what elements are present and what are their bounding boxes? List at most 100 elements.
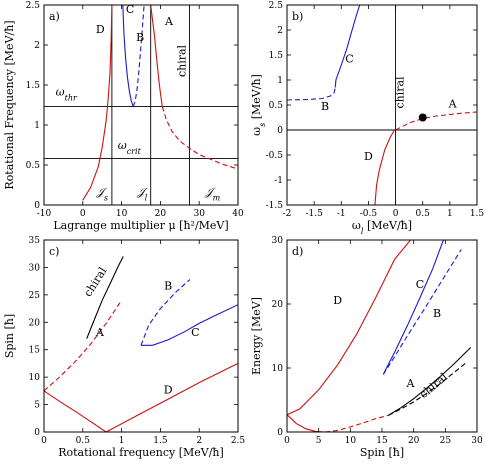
y-tick-label: 30 (29, 263, 41, 273)
curve-annotation: B (321, 100, 329, 113)
panel-label: d) (292, 245, 303, 258)
series-line-d (82, 5, 113, 201)
y-tick-label: 1 (277, 76, 283, 86)
x-tick-label: 2.5 (231, 436, 246, 446)
series-line-c (334, 5, 361, 88)
x-tick-label: -0.5 (360, 209, 378, 219)
x-tick-label: 10 (345, 436, 357, 446)
x-axis-label: ωl [MeV/ħ] (352, 219, 412, 236)
panel-label: b) (292, 10, 303, 23)
hline-label: ωthr (56, 85, 78, 102)
y-tick-label: 1.5 (26, 81, 41, 91)
curve-annotation: chiral (176, 44, 189, 77)
y-tick-label: 35 (29, 236, 41, 246)
x-tick-label: 0.5 (76, 436, 91, 446)
x-tick-label: 25 (440, 436, 452, 446)
y-tick-label: 15 (29, 346, 41, 356)
series-group (44, 256, 238, 432)
series-group (287, 240, 472, 432)
y-tick-label: 10 (272, 364, 284, 374)
y-tick-label: 0.5 (26, 161, 41, 171)
vline-label: 𝒥m (204, 185, 221, 202)
y-tick-label: -0.5 (266, 151, 284, 161)
x-tick-label: 0 (80, 209, 86, 219)
y-tick-label: 0 (277, 428, 283, 438)
y-tick-label: 0 (34, 201, 40, 211)
y-tick-label: 10 (29, 373, 41, 383)
plot-frame (286, 239, 478, 433)
x-tick-label: 5 (316, 436, 322, 446)
x-tick-label: 1 (447, 209, 453, 219)
x-tick-label: 0 (393, 209, 399, 219)
x-tick-label: 20 (155, 209, 167, 219)
data-point-marker (418, 113, 427, 122)
curve-annotation: D (364, 150, 373, 163)
x-tick-label: 0.5 (416, 209, 431, 219)
x-tick-label: 1 (119, 436, 125, 446)
y-tick-label: 0 (277, 126, 283, 136)
x-tick-label: 10 (116, 209, 128, 219)
x-tick-label: 0 (284, 436, 290, 446)
y-tick-label: 2 (277, 26, 283, 36)
panel-label: a) (49, 10, 60, 23)
y-tick-label: 0.5 (269, 101, 284, 111)
curve-annotation: D (164, 384, 173, 397)
x-axis-label: Spin [ħ] (360, 446, 404, 459)
x-tick-label: 40 (232, 209, 244, 219)
y-tick-label: 0 (34, 428, 40, 438)
series-line-b (382, 249, 462, 375)
curve-annotation: B (433, 307, 441, 320)
curve-annotation: D (96, 23, 105, 36)
vline-label: 𝒥s (95, 185, 108, 202)
x-tick-label: -10 (37, 209, 52, 219)
series-group (82, 5, 238, 201)
series-line-c (382, 240, 444, 375)
y-axis-label: ωs [MeV/ħ] (250, 74, 267, 136)
y-tick-label: -1.5 (266, 201, 284, 211)
x-tick-label: 1.5 (470, 209, 485, 219)
series-group (287, 5, 477, 205)
x-tick-label: -1 (337, 209, 346, 219)
curve-annotation: C (126, 3, 134, 16)
series-line-chiral (86, 256, 124, 339)
series-line-d (287, 240, 411, 416)
y-tick-label: 5 (34, 401, 40, 411)
series-line-b (140, 279, 191, 346)
series-line-b (287, 87, 336, 101)
y-axis-label: Rotational Frequency [MeV/ħ] (3, 20, 16, 189)
y-axis-label: Spin [ħ] (3, 314, 16, 358)
x-axis-label: Rotational frequency [MeV/ħ] (58, 446, 224, 459)
series-line-red-lower (287, 414, 326, 432)
series-line-d-left (44, 390, 107, 432)
series-line-a-upper (150, 5, 163, 107)
panel-d: D C B A chiral 0 5 10 15 20 25 30 0 10 20 30 d) Spin [ħ] E… (250, 236, 483, 459)
x-tick-label: 1.5 (153, 436, 168, 446)
x-tick-label: 30 (193, 209, 205, 219)
panel-label: c) (49, 245, 59, 258)
curve-annotation: D (333, 294, 342, 307)
curve-annotation: A (95, 326, 105, 339)
y-tick-label: 1.5 (269, 51, 284, 61)
x-tick-label: 30 (471, 436, 483, 446)
series-line-d (374, 129, 395, 205)
x-tick-label: 2 (196, 436, 202, 446)
y-tick-label: 30 (272, 236, 284, 246)
plot-frame (43, 4, 239, 206)
x-tick-label: -2 (283, 209, 292, 219)
y-tick-label: 2.5 (269, 1, 284, 11)
x-tick-label: 20 (408, 436, 420, 446)
vline-label: 𝒥l (136, 185, 149, 202)
y-tick-label: 2 (34, 41, 40, 51)
series-line-red-lower-dash (324, 414, 389, 432)
curve-annotation: B (164, 279, 172, 292)
series-line-d-right (105, 362, 238, 432)
y-tick-label: 20 (272, 300, 284, 310)
series-line-a (395, 111, 477, 131)
curve-annotation: C (191, 326, 199, 339)
x-tick-label: 0 (41, 436, 47, 446)
